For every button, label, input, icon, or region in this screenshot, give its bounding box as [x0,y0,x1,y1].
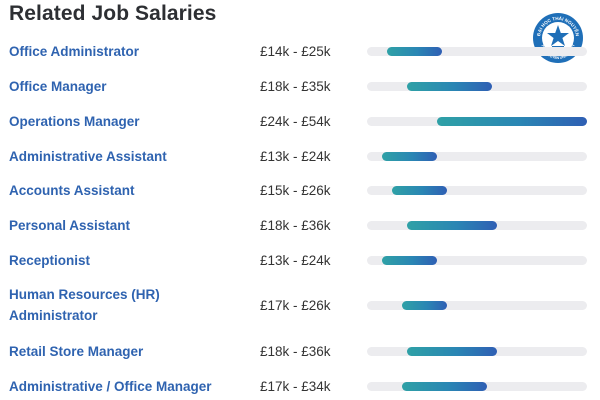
job-link[interactable]: Office Manager [9,79,107,94]
salary-bar-fill [392,186,447,195]
salary-range: £15k - £26k [260,183,331,198]
salary-bar-track [367,82,587,91]
salary-range: £17k - £34k [260,379,331,394]
salary-bar-track [367,301,587,310]
salary-range: £18k - £36k [260,344,331,359]
salary-bar-track [367,117,587,126]
job-link[interactable]: Receptionist [9,253,91,268]
job-link[interactable]: Retail Store Manager [9,344,144,359]
job-link[interactable]: Operations Manager [9,114,140,129]
job-link[interactable]: Office Administrator [9,44,140,59]
salary-bar-track [367,152,587,161]
job-link[interactable]: Human Resources (HR) Administrator [9,287,160,323]
salary-range: £18k - £35k [260,79,331,94]
salary-bar-fill [387,47,442,56]
job-link[interactable]: Personal Assistant [9,218,131,233]
salary-range: £17k - £26k [260,298,331,313]
job-link[interactable]: Administrative Assistant [9,149,167,164]
job-link[interactable]: Administrative / Office Manager [9,379,212,394]
salary-bar-fill [382,152,437,161]
salary-range: £13k - £24k [260,149,331,164]
salary-bar-fill [402,301,447,310]
salary-bar-track [367,382,587,391]
salary-bar-fill [407,221,497,230]
salary-bar-track [367,256,587,265]
salary-bar-track [367,186,587,195]
salary-range: £13k - £24k [260,253,331,268]
salary-bar-track [367,221,587,230]
salary-range: £14k - £25k [260,44,331,59]
salary-bar-fill [382,256,437,265]
section-title: Related Job Salaries [9,2,217,25]
salary-bar-track [367,347,587,356]
salary-bar-fill [402,382,487,391]
job-link[interactable]: Accounts Assistant [9,183,135,198]
salary-bar-fill [407,82,492,91]
salary-range: £24k - £54k [260,114,331,129]
salary-bar-fill [437,117,587,126]
salary-bar-track [367,47,587,56]
salary-range: £18k - £36k [260,218,331,233]
salary-bar-fill [407,347,497,356]
